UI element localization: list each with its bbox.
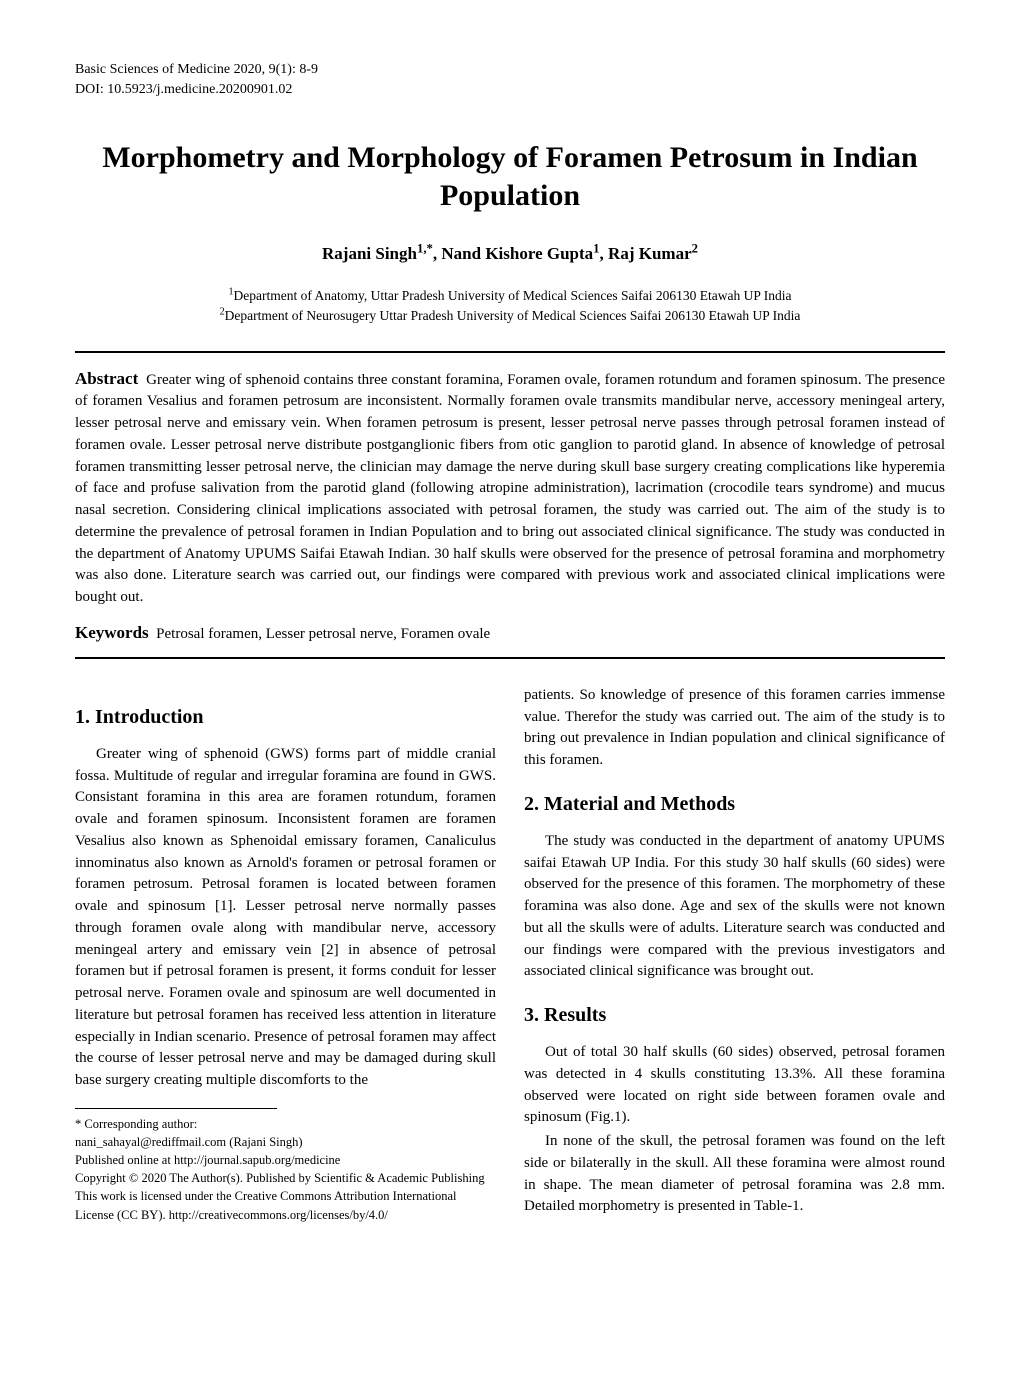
keywords-block: Keywords Petrosal foramen, Lesser petros… [75,623,945,643]
footnote-rule [75,1108,277,1109]
footnotes-block: * Corresponding author: nani_sahayal@red… [75,1115,496,1224]
footnote-corresponding: * Corresponding author: [75,1115,496,1133]
abstract-text: Greater wing of sphenoid contains three … [75,372,945,606]
footnote-email: nani_sahayal@rediffmail.com (Rajani Sing… [75,1133,496,1151]
affiliation-2: 2Department of Neurosugery Uttar Pradesh… [75,306,945,326]
keywords-label: Keywords [75,623,149,642]
section-heading-introduction: 1. Introduction [75,703,496,732]
results-para-2: In none of the skull, the petrosal foram… [524,1131,945,1218]
intro-para-1-continued: patients. So knowledge of presence of th… [524,685,945,772]
journal-line: Basic Sciences of Medicine 2020, 9(1): 8… [75,60,945,80]
methods-para-1: The study was conducted in the departmen… [524,831,945,983]
rule-bottom [75,657,945,659]
article-title: Morphometry and Morphology of Foramen Pe… [75,139,945,214]
section-heading-results: 3. Results [524,1001,945,1030]
right-column: patients. So knowledge of presence of th… [524,685,945,1224]
left-column: 1. Introduction Greater wing of sphenoid… [75,685,496,1224]
affiliation-1: 1Department of Anatomy, Uttar Pradesh Un… [75,286,945,306]
keywords-text: Petrosal foramen, Lesser petrosal nerve,… [156,626,490,642]
footnote-license-2: License (CC BY). http://creativecommons.… [75,1206,496,1224]
footnote-published: Published online at http://journal.sapub… [75,1151,496,1169]
two-column-body: 1. Introduction Greater wing of sphenoid… [75,685,945,1224]
rule-top [75,351,945,353]
doi-line: DOI: 10.5923/j.medicine.20200901.02 [75,80,945,100]
footnote-license-1: This work is licensed under the Creative… [75,1187,496,1205]
section-heading-methods: 2. Material and Methods [524,790,945,819]
footnote-copyright: Copyright © 2020 The Author(s). Publishe… [75,1169,496,1187]
results-para-1: Out of total 30 half skulls (60 sides) o… [524,1042,945,1129]
authors-line: Rajani Singh1,*, Nand Kishore Gupta1, Ra… [75,244,945,264]
abstract-block: Abstract Greater wing of sphenoid contai… [75,367,945,609]
intro-para-1: Greater wing of sphenoid (GWS) forms par… [75,744,496,1092]
abstract-label: Abstract [75,369,138,388]
affiliations-block: 1Department of Anatomy, Uttar Pradesh Un… [75,286,945,327]
journal-header: Basic Sciences of Medicine 2020, 9(1): 8… [75,60,945,99]
